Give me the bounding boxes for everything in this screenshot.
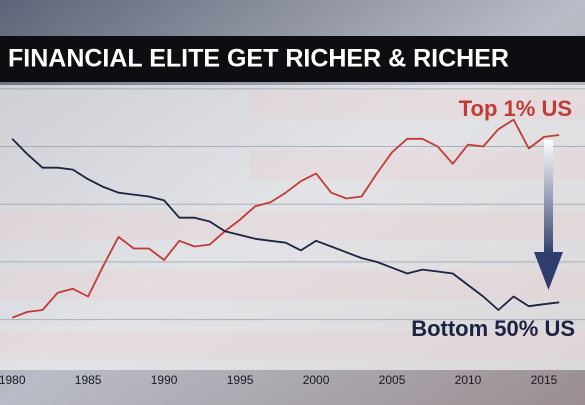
x-tick-label: 1990 (151, 373, 178, 387)
plot: 1980 1985 1990 1995 2000 2005 2010 2015 Top 1% U… (0, 88, 585, 387)
x-tick-label: 1985 (75, 373, 102, 387)
legend-label: Bottom 50% US (411, 316, 575, 341)
chart-title: FINANCIAL ELITE GET RICHER & RICHER (8, 45, 509, 73)
arrow-shaft (544, 140, 553, 255)
x-tick-label: 2000 (303, 373, 330, 387)
title-band (0, 36, 585, 82)
x-tick-label: 1980 (0, 373, 26, 387)
series-line (11, 138, 560, 311)
plot-area (0, 85, 585, 370)
series-line (11, 118, 560, 319)
legend-label: Top 1% US (459, 96, 572, 121)
arrow-head (534, 252, 563, 290)
x-tick-label: 2010 (455, 373, 482, 387)
x-tick-label: 2005 (379, 373, 406, 387)
x-tick-label: 2015 (531, 373, 558, 387)
x-tick-label: 1995 (227, 373, 254, 387)
